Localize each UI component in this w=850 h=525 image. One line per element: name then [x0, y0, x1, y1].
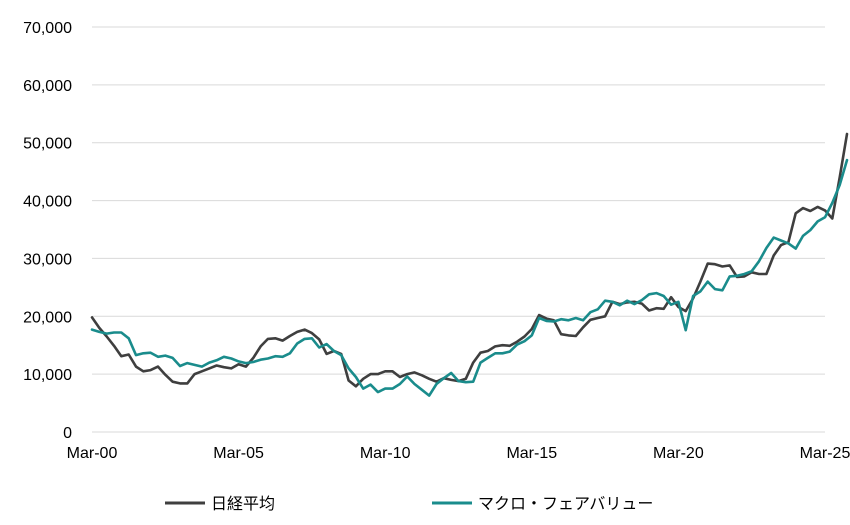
series-line-2: [90, 158, 849, 397]
legend-label-1: 日経平均: [211, 494, 275, 513]
y-tick-label: 50,000: [23, 136, 72, 153]
legend: 日経平均 マクロ・フェアバリュー: [165, 494, 653, 513]
legend-label-2: マクロ・フェアバリュー: [478, 494, 653, 513]
series-line-1: [90, 132, 849, 388]
x-tick-label: Mar-25: [800, 445, 850, 462]
gridlines: [92, 26, 825, 433]
y-tick-label: 60,000: [23, 78, 72, 95]
x-tick-label: Mar-00: [67, 445, 118, 462]
y-tick-label: 0: [63, 425, 72, 442]
y-tick-label: 10,000: [23, 367, 72, 384]
y-axis-tick-labels: 0 10,000 20,000 30,000 40,000 50,000 60,000 70,…: [23, 20, 72, 442]
y-tick-label: 70,000: [23, 20, 72, 37]
x-tick-label: Mar-15: [506, 445, 557, 462]
y-tick-label: 40,000: [23, 194, 72, 211]
x-tick-label: Mar-10: [360, 445, 411, 462]
x-axis-tick-labels: Mar-00 Mar-05 Mar-10 Mar-15 Mar-20 Mar-25: [67, 445, 850, 462]
x-tick-label: Mar-05: [213, 445, 264, 462]
x-tick-label: Mar-20: [653, 445, 704, 462]
series-lines: [90, 132, 849, 397]
y-tick-label: 20,000: [23, 309, 72, 326]
y-tick-label: 30,000: [23, 251, 72, 268]
